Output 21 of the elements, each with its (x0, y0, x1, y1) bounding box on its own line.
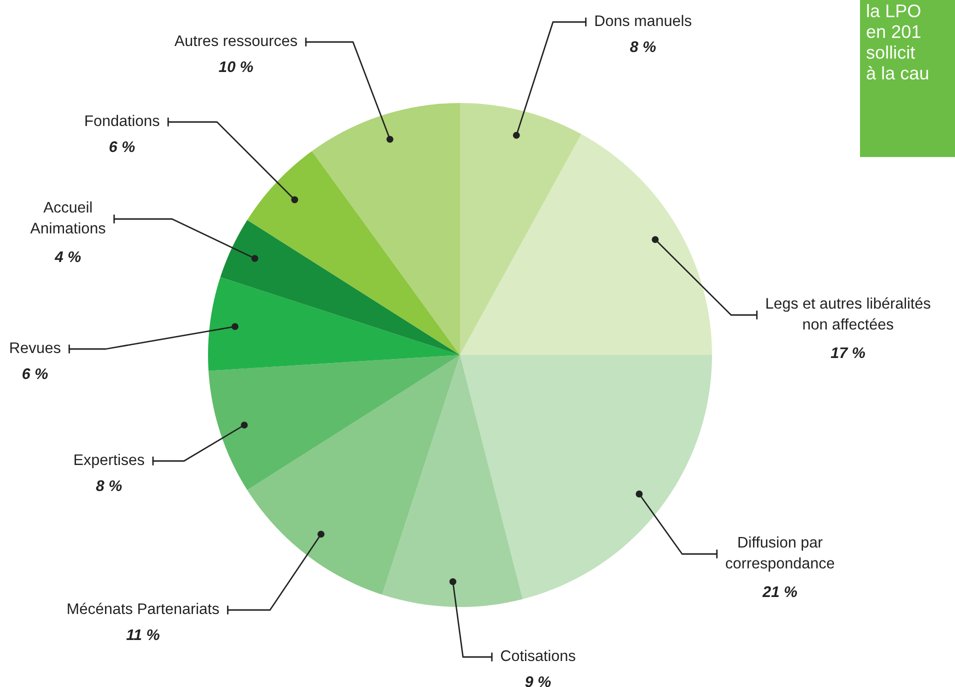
slice-label: Diffusion par correspondance (726, 536, 834, 572)
slice-label: Expertises (74, 454, 144, 468)
data-label: 9 % (525, 676, 551, 687)
data-label: 6 % (110, 141, 135, 152)
data-label: 17 % (830, 347, 865, 358)
text: la LPO en 201 sollicit à la cau (866, 4, 928, 80)
data-label: 21 % (762, 586, 797, 598)
data-label: 10 % (218, 61, 253, 72)
slice-label: Cotisations (500, 650, 576, 662)
data-label: 8 % (630, 41, 656, 52)
slice-label: Autres ressources (174, 35, 298, 46)
data-label: 11 % (126, 629, 160, 640)
slice-label: Fondations (85, 114, 160, 126)
slice-label: Dons manuels (595, 14, 692, 26)
slice-label: Accueil Animations (30, 201, 106, 234)
data-label: 4 % (54, 251, 81, 262)
slice-label: Legs et autres libéralités non affectées (766, 297, 930, 330)
slice-label: Revues (10, 342, 60, 354)
slice-label: Mécénats Partenariats (68, 602, 219, 614)
data-label: 8 % (96, 480, 122, 492)
data-label: 6 % (22, 368, 48, 380)
